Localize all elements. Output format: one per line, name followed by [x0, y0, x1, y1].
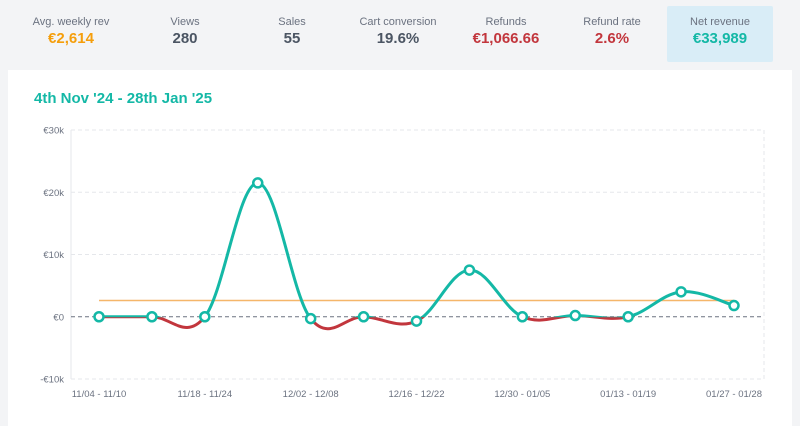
stat-value: €1,066.66 — [472, 30, 540, 47]
chart-panel: 4th Nov '24 - 28th Jan '25 €30k €20k €10k €… — [8, 70, 792, 426]
data-point — [304, 312, 317, 325]
x-tick-label: 11/18 - 11/24 — [178, 389, 233, 400]
revenue-line-chart: €30k €20k €10k €0 -€10k 11/04 - 11/10 11/18 - … — [40, 126, 765, 400]
series-line-positive — [97, 181, 736, 318]
stat-sales[interactable]: Sales 55 — [237, 6, 347, 62]
x-tick-label: 12/30 - 01/05 — [494, 389, 550, 400]
stat-label: Refund rate — [583, 16, 641, 28]
stat-net-revenue[interactable]: Net revenue €33,989 — [667, 6, 773, 62]
data-point — [93, 311, 105, 323]
stat-label: Net revenue — [690, 16, 750, 28]
y-tick-label: €0 — [53, 312, 64, 323]
date-range-title: 4th Nov '24 - 28th Jan '25 — [34, 90, 213, 107]
y-tick-label: €30k — [43, 126, 64, 137]
stat-value: 2.6% — [594, 30, 630, 47]
series-line-negative — [97, 316, 635, 331]
x-tick-label: 11/04 - 11/10 — [72, 389, 127, 400]
data-point — [675, 286, 687, 298]
stat-refund-rate[interactable]: Refund rate 2.6% — [557, 6, 667, 62]
stat-value: 55 — [283, 30, 301, 47]
data-point — [728, 299, 740, 312]
x-tick-label: 12/16 - 12/22 — [389, 389, 445, 400]
y-tick-label: -€10k — [40, 375, 64, 386]
x-tick-label: 01/13 - 01/19 — [600, 389, 656, 400]
stat-refunds[interactable]: Refunds €1,066.66 — [451, 6, 561, 62]
data-point — [569, 309, 581, 322]
y-tick-label: €20k — [43, 188, 64, 199]
stat-views[interactable]: Views 280 — [130, 6, 240, 62]
data-point — [516, 311, 529, 323]
stat-label: Avg. weekly rev — [32, 16, 110, 28]
x-tick-label: 01/27 - 01/28 — [706, 389, 762, 400]
stat-label: Views — [170, 16, 200, 28]
stat-value: 280 — [172, 30, 198, 47]
stat-label: Refunds — [485, 16, 527, 28]
data-point — [252, 177, 264, 189]
data-point — [463, 264, 476, 276]
stat-cart-conversion[interactable]: Cart conversion 19.6% — [343, 6, 453, 62]
data-point — [357, 311, 370, 323]
data-point — [622, 311, 634, 323]
stats-bar: Avg. weekly rev €2,614 Views 280 Sales 5… — [0, 0, 800, 68]
y-tick-label: €10k — [43, 250, 64, 261]
data-point — [410, 315, 423, 327]
stat-avg-weekly-rev[interactable]: Avg. weekly rev €2,614 — [16, 6, 126, 62]
stat-value: €33,989 — [692, 30, 748, 47]
stat-label: Sales — [278, 16, 306, 28]
data-point — [199, 311, 211, 323]
stat-label: Cart conversion — [359, 16, 437, 28]
data-point — [146, 311, 158, 323]
stat-value: €2,614 — [48, 30, 94, 47]
stat-value: 19.6% — [376, 30, 420, 47]
x-tick-label: 12/02 - 12/08 — [283, 389, 339, 400]
